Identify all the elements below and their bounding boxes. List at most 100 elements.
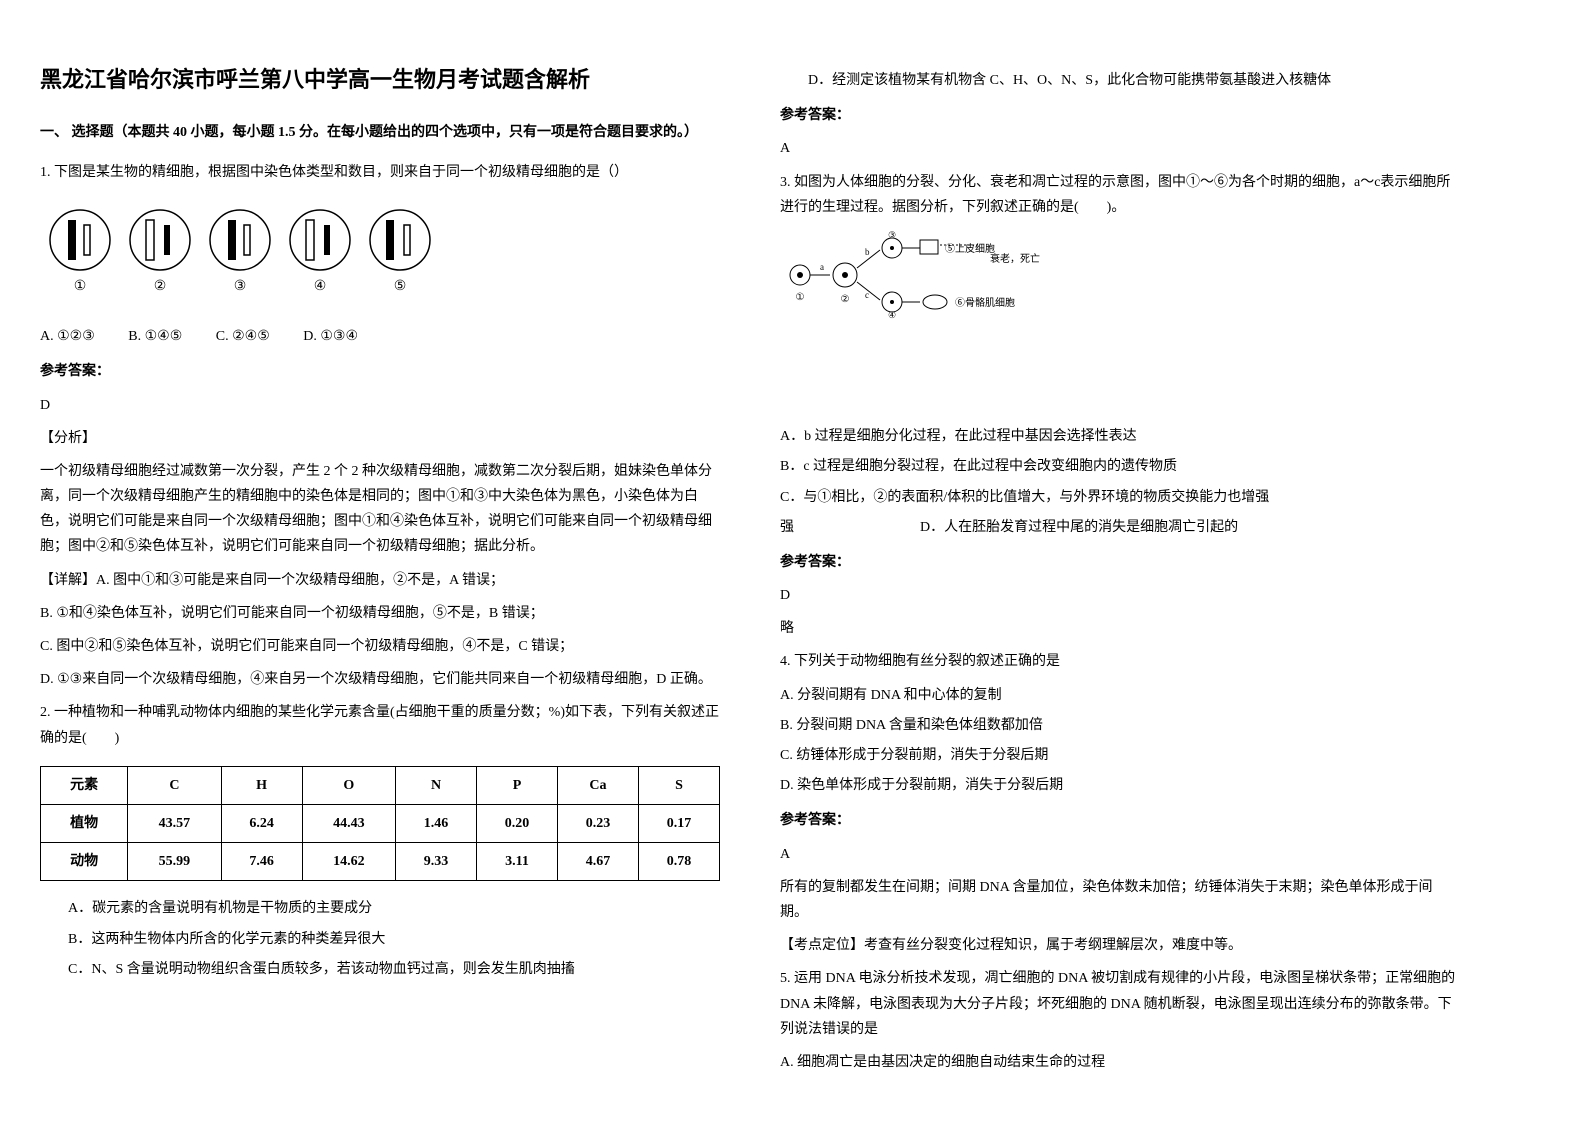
table-header: H: [221, 766, 302, 804]
q3-answer-label: 参考答案：: [780, 550, 1460, 575]
table-cell: 0.20: [477, 804, 558, 842]
table-header: Ca: [557, 766, 638, 804]
q3-answer: D: [780, 583, 1460, 608]
cells-diagram: ① ② ③ ④: [40, 200, 460, 300]
q4-optD: D. 染色单体形成于分裂前期，消失于分裂后期: [780, 773, 1460, 798]
q2-stem: 2. 一种植物和一种哺乳动物体内细胞的某些化学元素含量(占细胞干重的质量分数；%…: [40, 700, 720, 750]
table-header: N: [396, 766, 477, 804]
q1-optB: B. ①④⑤: [128, 329, 182, 344]
cell-1: ①: [50, 210, 110, 294]
table-cell: 7.46: [221, 843, 302, 881]
cell-3: ③: [210, 210, 270, 294]
q1-analysis-label: 【分析】: [40, 426, 720, 451]
table-cell: 4.67: [557, 843, 638, 881]
left-column: 黑龙江省哈尔滨市呼兰第八中学高一生物月考试题含解析 一、 选择题（本题共 40 …: [40, 60, 720, 1083]
table-header: P: [477, 766, 558, 804]
q1-optC: C. ②④⑤: [216, 329, 270, 344]
q1-detail-a: 【详解】A. 图中①和③可能是来自同一个次级精母细胞，②不是，A 错误；: [40, 568, 720, 593]
table-header: O: [302, 766, 395, 804]
q3-options: A．b 过程是细胞分化过程，在此过程中基因会选择性表达 B．c 过程是细胞分裂过…: [780, 424, 1460, 540]
q3-optA: A．b 过程是细胞分化过程，在此过程中基因会选择性表达: [780, 424, 1460, 449]
q1-detail-c: C. 图中②和⑤染色体互补，说明它们可能来自同一个初级精母细胞，④不是，C 错误…: [40, 634, 720, 659]
svg-text:c: c: [865, 290, 869, 300]
q1-optD: D. ①③④: [303, 329, 358, 344]
q3-optC-cont: 强: [780, 520, 794, 535]
svg-text:⑤上皮细胞: ⑤上皮细胞: [945, 242, 995, 255]
q3-diagram: ① a ② b c ③ ④ ⑤上皮细胞 ⑥骨骼肌细胞 衰老，死亡: [780, 230, 1460, 329]
q4-answer: A: [780, 842, 1460, 867]
q2-optB: B．这两种生物体内所含的化学元素的种类差异很大: [40, 927, 720, 952]
svg-text:①: ①: [74, 279, 87, 294]
q1-answer-label: 参考答案：: [40, 359, 720, 384]
table-header-row: 元素 C H O N P Ca S: [41, 766, 720, 804]
svg-text:③: ③: [234, 279, 247, 294]
q4-answer-label: 参考答案：: [780, 808, 1460, 833]
q1-detail-d: D. ①③来自同一个次级精母细胞，④来自另一个次级精母细胞，它们能共同来自一个初…: [40, 667, 720, 692]
cell-4: ④: [290, 210, 350, 294]
page-title: 黑龙江省哈尔滨市呼兰第八中学高一生物月考试题含解析: [40, 60, 720, 100]
q2-optC: C．N、S 含量说明动物组织含蛋白质较多，若该动物血钙过高，则会发生肌肉抽搐: [40, 957, 720, 982]
q1-stem: 1. 下图是某生物的精细胞，根据图中染色体类型和数目，则来自于同一个初级精母细胞…: [40, 160, 720, 185]
q4-explain2: 【考点定位】考查有丝分裂变化过程知识，属于考纲理解层次，难度中等。: [780, 933, 1460, 958]
q3-note: 略: [780, 616, 1460, 641]
table-cell: 1.46: [396, 804, 477, 842]
table-header: 元素: [41, 766, 128, 804]
q2-optD: D．经测定该植物某有机物含 C、H、O、N、S，此化合物可能携带氨基酸进入核糖体: [780, 68, 1460, 93]
q2-answer: A: [780, 136, 1460, 161]
q1-analysis: 一个初级精母细胞经过减数第一次分裂，产生 2 个 2 种次级精母细胞，减数第二次…: [40, 459, 720, 560]
q3-stem: 3. 如图为人体细胞的分裂、分化、衰老和凋亡过程的示意图，图中①～⑥为各个时期的…: [780, 170, 1460, 220]
cell-process-diagram: ① a ② b c ③ ④ ⑤上皮细胞 ⑥骨骼肌细胞 衰老，死亡: [780, 230, 1080, 320]
table-cell: 55.99: [128, 843, 221, 881]
svg-text:①: ①: [796, 292, 805, 303]
svg-text:衰老，死亡: 衰老，死亡: [990, 252, 1040, 265]
table-cell: 6.24: [221, 804, 302, 842]
svg-text:④: ④: [888, 310, 896, 320]
q5-optA: A. 细胞凋亡是由基因决定的细胞自动结束生命的过程: [780, 1050, 1460, 1075]
q4-optA: A. 分裂间期有 DNA 和中心体的复制: [780, 683, 1460, 708]
q4-options: A. 分裂间期有 DNA 和中心体的复制 B. 分裂间期 DNA 含量和染色体组…: [780, 683, 1460, 799]
svg-text:a: a: [820, 262, 824, 272]
right-column: D．经测定该植物某有机物含 C、H、O、N、S，此化合物可能携带氨基酸进入核糖体…: [780, 60, 1460, 1083]
table-cell: 44.43: [302, 804, 395, 842]
q1-detail-b: B. ①和④染色体互补，说明它们可能来自同一个初级精母细胞，⑤不是，B 错误；: [40, 601, 720, 626]
table-cell: 14.62: [302, 843, 395, 881]
svg-text:⑥骨骼肌细胞: ⑥骨骼肌细胞: [955, 296, 1015, 309]
cell-5: ⑤: [370, 210, 430, 294]
table-cell: 43.57: [128, 804, 221, 842]
q2-answer-label: 参考答案：: [780, 103, 1460, 128]
table-row: 动物 55.99 7.46 14.62 9.33 3.11 4.67 0.78: [41, 843, 720, 881]
q1-diagram: ① ② ③ ④: [40, 200, 720, 309]
table-cell: 植物: [41, 804, 128, 842]
table-row: 植物 43.57 6.24 44.43 1.46 0.20 0.23 0.17: [41, 804, 720, 842]
svg-text:②: ②: [841, 294, 850, 305]
q3-optC: C．与①相比，②的表面积/体积的比值增大，与外界环境的物质交换能力也增强: [780, 485, 1460, 510]
cell-2: ②: [130, 210, 190, 294]
table-cell: 9.33: [396, 843, 477, 881]
svg-text:②: ②: [154, 279, 167, 294]
table-cell: 动物: [41, 843, 128, 881]
q3-optD: D．人在胚胎发育过程中尾的消失是细胞凋亡引起的: [920, 520, 1238, 535]
q4-stem: 4. 下列关于动物细胞有丝分裂的叙述正确的是: [780, 649, 1460, 674]
q4-explain1: 所有的复制都发生在间期；间期 DNA 含量加位，染色体数未加倍；纺锤体消失于末期…: [780, 875, 1460, 925]
svg-text:③: ③: [888, 230, 896, 240]
q2-optA: A．碳元素的含量说明有机物是干物质的主要成分: [40, 896, 720, 921]
q3-optB: B．c 过程是细胞分裂过程，在此过程中会改变细胞内的遗传物质: [780, 454, 1460, 479]
table-header: S: [638, 766, 719, 804]
spacer: [780, 339, 1460, 419]
table-cell: 0.23: [557, 804, 638, 842]
table-cell: 3.11: [477, 843, 558, 881]
svg-text:⑤: ⑤: [394, 279, 407, 294]
q1-options: A. ①②③ B. ①④⑤ C. ②④⑤ D. ①③④: [40, 324, 720, 349]
section-heading: 一、 选择题（本题共 40 小题，每小题 1.5 分。在每小题给出的四个选项中，…: [40, 120, 720, 145]
svg-text:④: ④: [314, 279, 327, 294]
q1-answer: D: [40, 393, 720, 418]
q4-optB: B. 分裂间期 DNA 含量和染色体组数都加倍: [780, 713, 1460, 738]
q4-optC: C. 纺锤体形成于分裂前期，消失于分裂后期: [780, 743, 1460, 768]
q2-table: 元素 C H O N P Ca S 植物 43.57 6.24 44.43 1.…: [40, 766, 720, 882]
svg-text:b: b: [865, 247, 870, 257]
table-cell: 0.78: [638, 843, 719, 881]
q2-options: A．碳元素的含量说明有机物是干物质的主要成分 B．这两种生物体内所含的化学元素的…: [40, 896, 720, 982]
table-header: C: [128, 766, 221, 804]
q1-optA: A. ①②③: [40, 329, 95, 344]
q5-stem: 5. 运用 DNA 电泳分析技术发现，凋亡细胞的 DNA 被切割成有规律的小片段…: [780, 966, 1460, 1042]
